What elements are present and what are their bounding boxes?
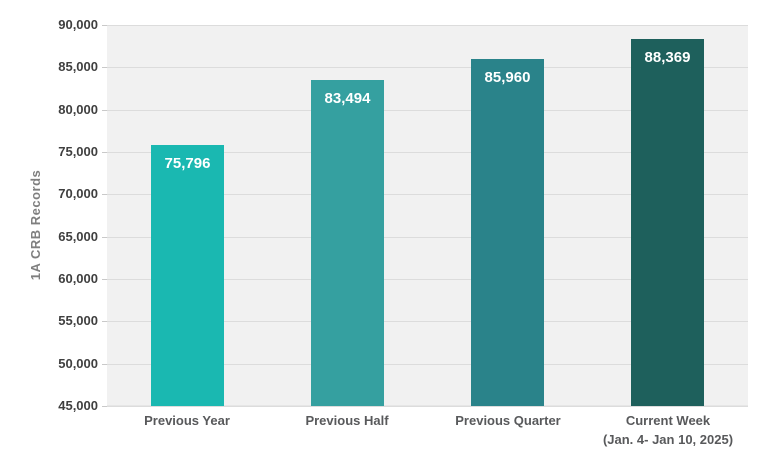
x-category-label: Current Week (Jan. 4- Jan 10, 2025) bbox=[583, 411, 753, 449]
bar-2: 83,494 bbox=[311, 80, 384, 406]
x-category-label: Previous Quarter bbox=[423, 411, 593, 430]
gridline bbox=[107, 406, 748, 407]
y-tick-label: 70,000 bbox=[58, 186, 98, 202]
bar-1: 75,796 bbox=[151, 145, 224, 406]
x-category-label: Previous Year bbox=[102, 411, 272, 430]
y-tick-label: 65,000 bbox=[58, 228, 98, 244]
bar-value-label: 75,796 bbox=[164, 155, 211, 172]
plot-area: 75,796 83,494 85,960 88,369 bbox=[107, 25, 748, 407]
y-tick-label: 85,000 bbox=[58, 59, 98, 75]
y-tick-label: 45,000 bbox=[58, 398, 98, 413]
x-category-label-line1: Current Week bbox=[625, 413, 711, 428]
gridline bbox=[107, 321, 748, 323]
y-tick-label: 55,000 bbox=[58, 313, 98, 329]
bar-value-label: 88,369 bbox=[644, 49, 691, 66]
bar-4: 88,369 bbox=[631, 39, 704, 406]
y-tick-mark bbox=[102, 406, 107, 407]
y-tick-mark bbox=[102, 67, 107, 69]
gridline bbox=[107, 363, 748, 365]
x-category-label-line1: Previous Half bbox=[305, 413, 389, 428]
y-tick-label: 60,000 bbox=[58, 271, 98, 286]
x-axis-line bbox=[107, 405, 748, 406]
gridline bbox=[107, 236, 748, 238]
y-tick-mark bbox=[102, 363, 107, 365]
y-tick-mark bbox=[102, 25, 107, 26]
gridline bbox=[107, 109, 748, 111]
x-category-label-line1: Previous Year bbox=[144, 413, 230, 428]
x-category-label: Previous Half bbox=[262, 411, 432, 430]
y-tick-mark bbox=[102, 152, 107, 153]
gridline bbox=[107, 279, 748, 280]
gridline bbox=[107, 194, 748, 196]
gridline bbox=[107, 152, 748, 153]
y-tick-label: 75,000 bbox=[58, 144, 98, 159]
y-tick-mark bbox=[102, 194, 107, 196]
gridline bbox=[107, 25, 748, 26]
y-tick-mark bbox=[102, 279, 107, 280]
y-tick-label: 90,000 bbox=[58, 17, 98, 32]
y-tick-mark bbox=[102, 109, 107, 111]
y-tick-mark bbox=[102, 236, 107, 238]
bar-value-label: 85,960 bbox=[484, 69, 531, 86]
x-category-label-line2: (Jan. 4- Jan 10, 2025) bbox=[602, 432, 734, 447]
bar-value-label: 83,494 bbox=[324, 90, 371, 107]
y-tick-label: 50,000 bbox=[58, 355, 98, 371]
y-tick-label: 80,000 bbox=[58, 101, 98, 117]
x-category-label-line1: Previous Quarter bbox=[455, 413, 561, 428]
gridline bbox=[107, 67, 748, 69]
bar-3: 85,960 bbox=[471, 59, 544, 406]
y-tick-mark bbox=[102, 321, 107, 323]
